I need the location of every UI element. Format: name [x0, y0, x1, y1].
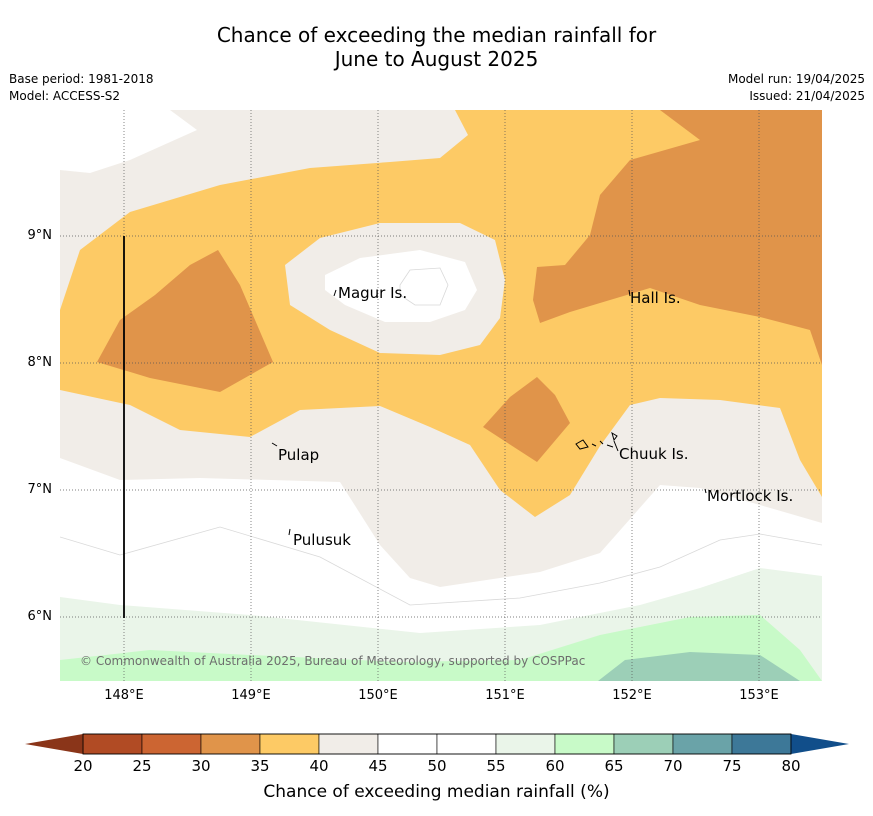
issued-date: Issued: 21/04/2025 — [749, 89, 865, 103]
colorbar-cell — [259, 733, 320, 755]
colorbar-tick-label: 30 — [191, 757, 211, 775]
colorbar-cell — [318, 733, 379, 755]
model-name: Model: ACCESS-S2 — [9, 89, 121, 103]
base-period: Base period: 1981-2018 — [9, 72, 154, 86]
lon-label-152e: 152°E — [612, 688, 652, 703]
mortlock-island-mark — [704, 488, 707, 494]
chuuk-island-mark — [575, 431, 619, 452]
place-pulusuk: Pulusuk — [293, 531, 351, 549]
lon-label-148e: 148°E — [104, 688, 144, 703]
place-pulap: Pulap — [278, 446, 320, 464]
colorbar-under-arrow — [25, 734, 83, 754]
map-title-line1: Chance of exceeding the median rainfall … — [216, 23, 657, 47]
colorbar-cell — [377, 733, 438, 755]
contour-30-35 — [533, 110, 822, 365]
colorbar — [25, 733, 849, 755]
colorbar-cell — [613, 733, 674, 755]
magur-island-mark — [333, 289, 337, 297]
colorbar-title: Chance of exceeding median rainfall (%) — [263, 782, 610, 802]
colorbar-cell — [731, 733, 792, 755]
colorbar-tick-label: 35 — [250, 757, 270, 775]
map-title-line2: June to August 2025 — [334, 47, 539, 71]
colorbar-tick-label: 25 — [132, 757, 152, 775]
island-marks — [271, 289, 707, 536]
colorbar-cell — [141, 733, 202, 755]
colorbar-cell — [436, 733, 497, 755]
model-run: Model run: 19/04/2025 — [727, 72, 865, 86]
colorbar-cell — [554, 733, 615, 755]
lat-label-6n: 6°N — [27, 609, 53, 624]
lon-label-151e: 151°E — [485, 688, 525, 703]
place-mortlock: Mortlock Is. — [707, 487, 794, 505]
hall-island-mark — [628, 289, 631, 297]
metadata-left: Base period: 1981-2018 Model: ACCESS-S2 — [9, 71, 154, 105]
lat-label-7n: 7°N — [27, 482, 53, 497]
colorbar-cell — [200, 733, 261, 755]
colorbar-cell — [672, 733, 733, 755]
colorbar-tick-label: 45 — [368, 757, 388, 775]
colorbar-tick-label: 80 — [781, 757, 801, 775]
pulap-island-mark — [271, 442, 278, 447]
place-hall: Hall Is. — [630, 289, 681, 307]
colorbar-over-arrow — [791, 734, 849, 754]
colorbar-tick-label: 50 — [427, 757, 447, 775]
copyright-notice: © Commonwealth of Australia 2025, Bureau… — [80, 654, 586, 668]
lat-label-8n: 8°N — [27, 355, 53, 370]
metadata-right: Model run: 19/04/2025 Issued: 21/04/2025 — [728, 71, 865, 105]
colorbar-tick-label: 20 — [73, 757, 93, 775]
colorbar-tick-label: 60 — [545, 757, 565, 775]
colorbar-tick-label: 70 — [663, 757, 683, 775]
place-magur: Magur Is. — [338, 284, 408, 302]
colorbar-tick-label: 75 — [722, 757, 742, 775]
lon-label-153e: 153°E — [739, 688, 779, 703]
pulusuk-island-mark — [288, 528, 291, 536]
place-chuuk: Chuuk Is. — [619, 445, 689, 463]
map-contours — [60, 110, 822, 681]
lat-label-9n: 9°N — [27, 228, 53, 243]
colorbar-cell — [82, 733, 143, 755]
lon-label-150e: 150°E — [358, 688, 398, 703]
colorbar-tick-label: 40 — [309, 757, 329, 775]
colorbar-cell — [495, 733, 556, 755]
colorbar-tick-label: 55 — [486, 757, 506, 775]
contour-65-70 — [598, 652, 800, 681]
lon-label-149e: 149°E — [231, 688, 271, 703]
colorbar-tick-label: 65 — [604, 757, 624, 775]
